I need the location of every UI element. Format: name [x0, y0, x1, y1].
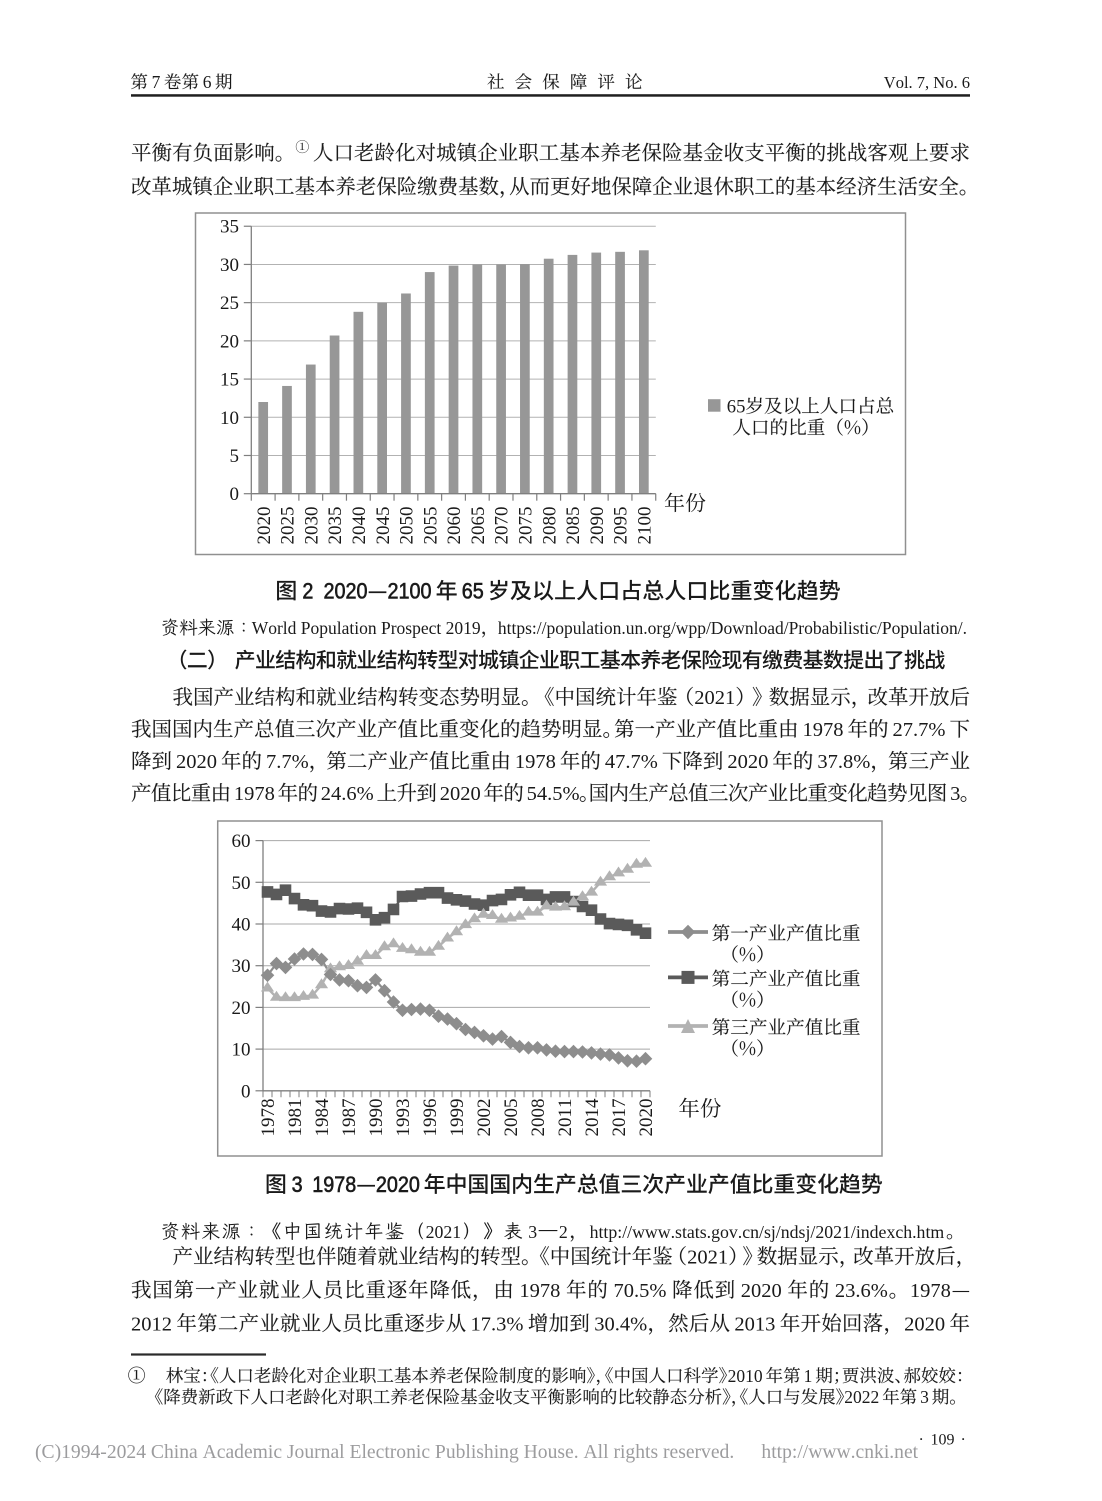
- svg-text:2045: 2045: [373, 507, 394, 545]
- svg-text:1981: 1981: [285, 1099, 306, 1137]
- svg-text:15: 15: [220, 370, 239, 391]
- svg-text:http://www.stats.gov.cn/sj/nds: http://www.stats.gov.cn/sj/ndsj/2021/ind…: [590, 1222, 945, 1242]
- svg-text:(C)1994-2024 China Academic Jo: (C)1994-2024 China Academic Journal Elec…: [35, 1442, 734, 1463]
- svg-text:65: 65: [727, 397, 746, 418]
- svg-text:17.3%: 17.3%: [471, 1314, 524, 1336]
- svg-text:37.8%: 37.8%: [817, 751, 870, 773]
- svg-text:1978: 1978: [312, 1172, 356, 1197]
- svg-text:2012: 2012: [131, 1314, 172, 1336]
- svg-text:2017: 2017: [609, 1099, 630, 1137]
- svg-text:2020: 2020: [324, 579, 368, 604]
- svg-text:1996: 1996: [420, 1099, 441, 1137]
- svg-text:2035: 2035: [325, 507, 346, 545]
- svg-text:2021: 2021: [426, 1222, 462, 1242]
- svg-text:2100: 2100: [388, 579, 432, 604]
- svg-text:2075: 2075: [516, 507, 537, 545]
- svg-text:7: 7: [152, 72, 161, 92]
- svg-text:1: 1: [804, 1366, 813, 1386]
- svg-text:2021: 2021: [694, 687, 735, 709]
- svg-text:1978: 1978: [519, 1280, 560, 1302]
- svg-text:2020: 2020: [741, 1280, 782, 1302]
- svg-text:0: 0: [230, 484, 240, 505]
- svg-text:6: 6: [203, 72, 212, 92]
- svg-text:47.7%: 47.7%: [605, 751, 658, 773]
- svg-text:2070: 2070: [492, 507, 513, 545]
- svg-text:2021: 2021: [687, 1247, 728, 1269]
- svg-text:2: 2: [302, 579, 313, 604]
- svg-text:10: 10: [232, 1040, 251, 1061]
- svg-text:·: ·: [919, 1432, 924, 1449]
- svg-text:65: 65: [462, 579, 484, 604]
- svg-text:3: 3: [920, 1387, 929, 1407]
- svg-text:23.6%: 23.6%: [835, 1280, 888, 1302]
- svg-text:2055: 2055: [420, 507, 441, 545]
- svg-text:2065: 2065: [468, 507, 489, 545]
- svg-text:2020: 2020: [376, 1172, 420, 1197]
- svg-text:3: 3: [950, 783, 960, 805]
- svg-text:30.4%: 30.4%: [594, 1314, 647, 1336]
- svg-text:0: 0: [241, 1081, 251, 1102]
- svg-text:World Population Prospect 2019: World Population Prospect 2019: [252, 618, 481, 638]
- svg-text:2020: 2020: [254, 507, 275, 545]
- svg-text:24.6%: 24.6%: [321, 783, 374, 805]
- svg-text:2030: 2030: [301, 507, 322, 545]
- svg-text:3: 3: [292, 1172, 303, 1197]
- svg-text:2013: 2013: [734, 1314, 775, 1336]
- svg-text:1978: 1978: [258, 1099, 279, 1137]
- svg-text:50: 50: [232, 873, 251, 894]
- svg-text:2085: 2085: [563, 507, 584, 545]
- svg-text:1999: 1999: [447, 1099, 468, 1137]
- svg-text:Vol. 7, No. 6: Vol. 7, No. 6: [884, 73, 970, 92]
- svg-text:1978: 1978: [234, 783, 275, 805]
- svg-text:60: 60: [232, 831, 251, 852]
- svg-text:109: 109: [931, 1432, 955, 1449]
- svg-text:20: 20: [220, 331, 239, 352]
- svg-text:35: 35: [220, 217, 239, 238]
- svg-text:5: 5: [230, 446, 240, 467]
- svg-text:20: 20: [232, 998, 251, 1019]
- svg-text:2095: 2095: [611, 507, 632, 545]
- svg-text:2011: 2011: [555, 1099, 576, 1137]
- svg-text:2022: 2022: [844, 1387, 879, 1407]
- svg-text:2010: 2010: [728, 1366, 763, 1386]
- svg-text:27.7%: 27.7%: [893, 719, 946, 741]
- svg-text:30: 30: [232, 956, 251, 977]
- svg-text:10: 10: [220, 408, 239, 429]
- svg-text:54.5%: 54.5%: [527, 783, 580, 805]
- svg-text:30: 30: [220, 255, 239, 276]
- svg-text:1984: 1984: [312, 1098, 333, 1137]
- svg-text:2090: 2090: [587, 507, 608, 545]
- svg-text:2050: 2050: [397, 507, 418, 545]
- svg-text:2020: 2020: [176, 751, 217, 773]
- svg-text:70.5%: 70.5%: [614, 1280, 667, 1302]
- svg-text:https://population.un.org/wpp/: https://population.un.org/wpp/Download/P…: [498, 618, 967, 638]
- svg-text:1987: 1987: [339, 1099, 360, 1137]
- svg-text:2040: 2040: [349, 507, 370, 545]
- svg-text:1978: 1978: [803, 719, 844, 741]
- svg-text:2020: 2020: [636, 1099, 657, 1137]
- svg-text:1978: 1978: [910, 1280, 951, 1302]
- svg-text:2002: 2002: [474, 1099, 495, 1137]
- svg-text:3: 3: [528, 1222, 537, 1242]
- svg-text:1978: 1978: [515, 751, 556, 773]
- svg-text:2014: 2014: [582, 1098, 603, 1137]
- svg-text:2100: 2100: [634, 507, 655, 545]
- svg-text:http://www.cnki.net: http://www.cnki.net: [761, 1442, 918, 1463]
- svg-text:2: 2: [559, 1222, 568, 1242]
- svg-text:2005: 2005: [501, 1099, 522, 1137]
- svg-text:2080: 2080: [539, 507, 560, 545]
- svg-text:·: ·: [961, 1432, 966, 1449]
- svg-text:1993: 1993: [393, 1099, 414, 1137]
- svg-text:2020: 2020: [727, 751, 768, 773]
- svg-text:2008: 2008: [528, 1099, 549, 1137]
- svg-text:2020: 2020: [440, 783, 481, 805]
- svg-text:2025: 2025: [278, 507, 299, 545]
- svg-text:2020: 2020: [904, 1314, 945, 1336]
- svg-text:7.7%: 7.7%: [266, 751, 309, 773]
- svg-text:25: 25: [220, 293, 239, 314]
- svg-text:2060: 2060: [444, 507, 465, 545]
- svg-text:40: 40: [232, 915, 251, 936]
- svg-text:1990: 1990: [366, 1099, 387, 1137]
